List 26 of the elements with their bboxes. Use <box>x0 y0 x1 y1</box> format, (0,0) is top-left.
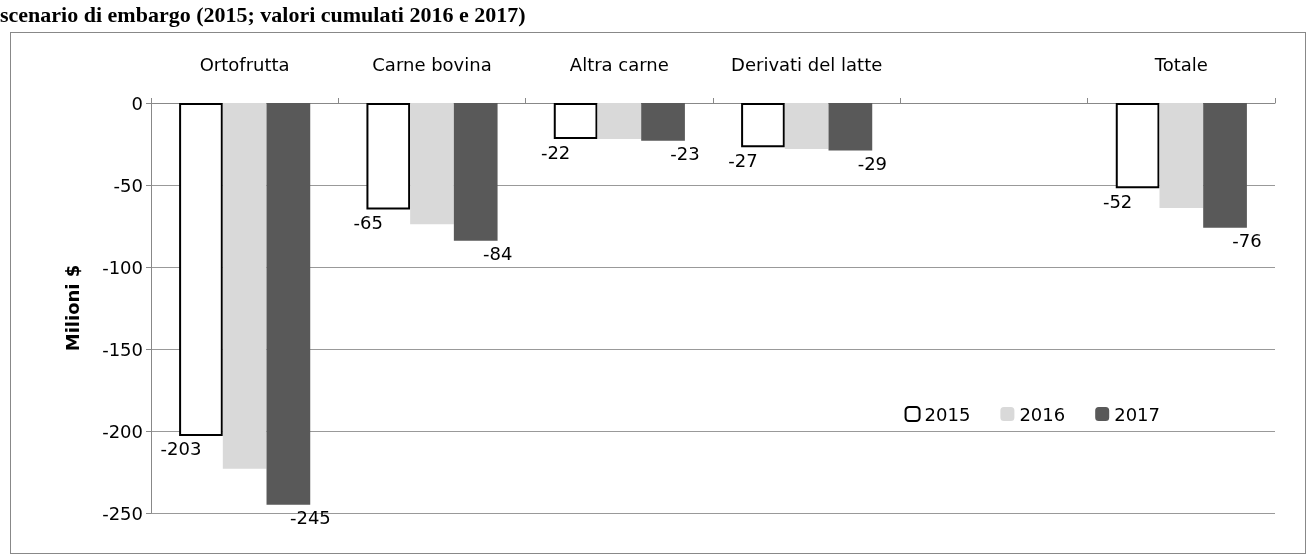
data-label: -23 <box>670 143 700 165</box>
y-tick-label: -50 <box>113 174 143 196</box>
x-tick-label: Ortofrutta <box>199 53 290 75</box>
y-tick-label: -200 <box>102 420 143 442</box>
legend-label: 2015 <box>924 403 971 425</box>
x-tick-label: Altra carne <box>569 53 669 75</box>
data-label: -245 <box>289 507 331 529</box>
legend-label: 2017 <box>1114 403 1160 425</box>
y-tick-label: 0 <box>131 92 143 114</box>
y-tick-label: -250 <box>102 502 143 524</box>
data-label: -65 <box>353 212 383 234</box>
x-tick-label: Derivati del latte <box>731 53 883 75</box>
data-label: -22 <box>540 141 571 163</box>
legend-label: 2016 <box>1019 403 1066 425</box>
data-label: -29 <box>857 153 888 175</box>
y-tick-label: -100 <box>102 256 143 278</box>
data-label: -76 <box>1232 230 1262 252</box>
x-tick-label: Carne bovina <box>372 53 492 75</box>
y-tick-label: -150 <box>102 338 143 360</box>
data-label: -203 <box>160 438 202 460</box>
data-label: -84 <box>483 243 513 265</box>
y-axis-title: Milioni $ <box>61 264 83 352</box>
x-tick-label: Totale <box>1153 53 1208 75</box>
chart-title: scenario di embargo (2015; valori cumulati 2016 e 2017) <box>0 2 526 28</box>
data-label: -52 <box>1102 190 1133 212</box>
data-label: -27 <box>728 149 758 171</box>
